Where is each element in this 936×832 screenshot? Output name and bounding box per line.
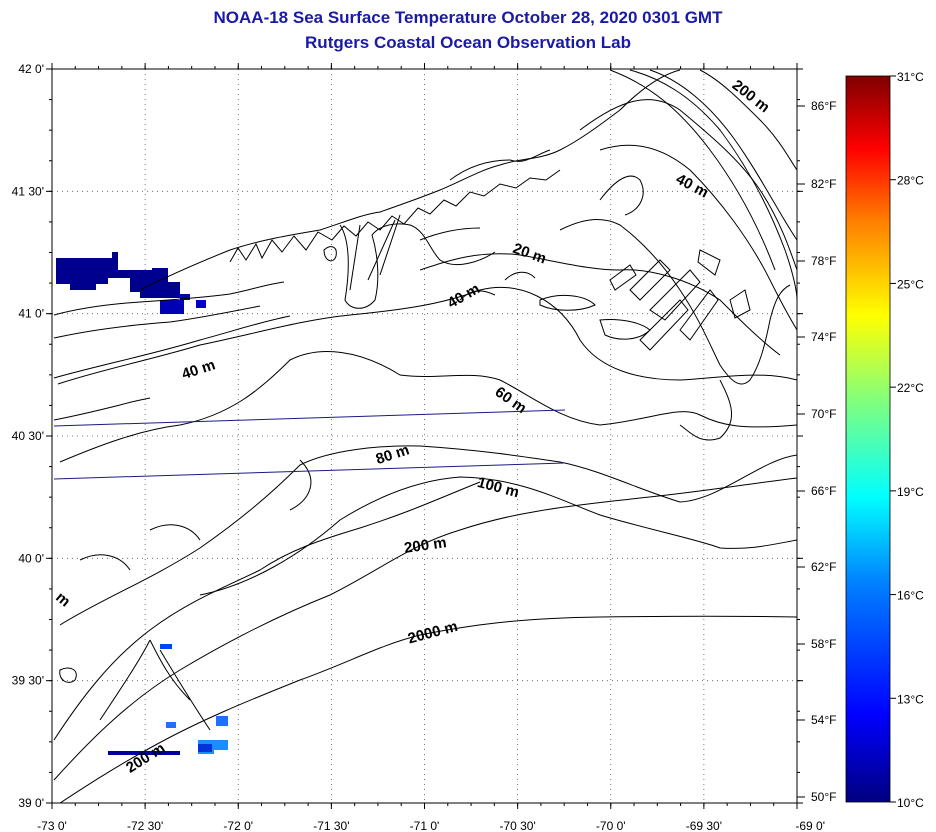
colorbar-celsius-label: 16°C (897, 589, 924, 603)
contour-label: 2000 m (406, 618, 460, 648)
fahrenheit-label: 78°F (811, 254, 836, 268)
nj-coast (53, 397, 151, 421)
contour-extra-ne2 (649, 69, 797, 241)
shelf-wiggles-south (79, 459, 312, 571)
fahrenheit-label: 58°F (811, 637, 836, 651)
colorbar-celsius-label: 25°C (897, 277, 924, 291)
contour-200m (53, 477, 797, 781)
lat-tick-label: 41 0' (18, 307, 44, 321)
coastline-ct-detail (229, 169, 561, 263)
lon-tick-label: -73 0' (37, 819, 67, 832)
contour-label: 100 m (475, 474, 520, 501)
fahrenheit-label: 82°F (811, 177, 836, 191)
block-island (323, 246, 337, 262)
sst-patch-small (160, 300, 184, 314)
contour-extra-ne1 (609, 69, 776, 271)
islands-ne2 (609, 249, 751, 319)
scan-line-2 (53, 462, 566, 480)
contour-label: 80 m (374, 441, 412, 468)
colorbar-celsius-label: 19°C (897, 485, 924, 499)
contour-label: 200 m (403, 534, 447, 557)
sst-patch-longisland (56, 252, 180, 298)
axes: -73 0' -72 30' -72 0' -71 30' -71 0' -70 30' -… (12, 62, 837, 832)
lon-tick-label: -71 0' (410, 819, 440, 832)
sst-patch-offshore (198, 744, 212, 752)
longisland (53, 281, 285, 339)
contour-60m (59, 351, 797, 463)
map-title: NOAA-18 Sea Surface Temperature October … (213, 8, 723, 27)
longisland-south (53, 315, 291, 379)
lon-tick-label: -70 30' (499, 819, 535, 832)
coastline-ct (139, 69, 681, 291)
contour-label: 40 m (180, 356, 218, 383)
colorbar-celsius-label: 22°C (897, 381, 924, 395)
shoreline-wiggles (459, 271, 536, 301)
lat-tick-label: 40 30' (12, 429, 44, 443)
contour-100m (199, 476, 797, 596)
marthas-vineyard (539, 294, 596, 311)
colorbar-celsius-label: 28°C (897, 174, 924, 188)
lon-tick-label: -72 0' (223, 819, 253, 832)
sst-patch-small (180, 294, 190, 300)
contour-20m (419, 253, 781, 356)
lon-tick-label: -72 30' (127, 819, 163, 832)
coastline-ri (339, 223, 496, 309)
contour-label: 20 m (511, 240, 549, 268)
contour-200m-west (53, 481, 481, 741)
nantucket (599, 319, 651, 340)
lon-tick-label: -69 0' (795, 819, 825, 832)
sst-patch-offshore (216, 716, 228, 726)
fahrenheit-label: 50°F (811, 790, 836, 804)
fahrenheit-label: 70°F (811, 407, 836, 421)
map-subtitle: Rutgers Coastal Ocean Observation Lab (305, 33, 631, 52)
colorbar-celsius-label: 13°C (897, 692, 924, 706)
lon-tick-label: -71 30' (313, 819, 349, 832)
graticule (52, 69, 797, 803)
fahrenheit-label: 66°F (811, 484, 836, 498)
colorbar (845, 75, 891, 803)
narragansett (349, 214, 401, 291)
bathymetry-contours (53, 69, 797, 803)
sst-pixels (56, 252, 228, 755)
shelf-edge-ne (679, 379, 733, 441)
fahrenheit-label: 62°F (811, 560, 836, 574)
lat-tick-label: 42 0' (18, 62, 44, 76)
contour-label: 40 m (673, 170, 711, 201)
contour-2000m (59, 615, 797, 803)
contour-label: m (52, 589, 73, 611)
contour-label: 40 m (445, 280, 483, 312)
lat-tick-label: 40 0' (18, 551, 44, 565)
contour-label: 200 m (123, 740, 168, 777)
lon-tick-label: -69 30' (686, 819, 722, 832)
sst-patch-offshore (166, 722, 176, 728)
colorbar-celsius-label: 31°C (897, 70, 924, 84)
sst-patch-small (196, 300, 206, 308)
colorbar-celsius-label: 10°C (897, 796, 924, 810)
fahrenheit-label: 54°F (811, 713, 836, 727)
ne-rough (419, 149, 551, 241)
lat-tick-label: 41 30' (12, 184, 44, 198)
contour-40m-north (579, 99, 797, 271)
islands-ne1 (629, 259, 719, 351)
lat-tick-label: 39 0' (18, 796, 44, 810)
fahrenheit-label: 74°F (811, 330, 836, 344)
contour-80m (59, 445, 797, 626)
sst-patch-offshore (108, 751, 180, 755)
fahrenheit-label: 86°F (811, 99, 836, 113)
contour-extra-ne3 (699, 69, 797, 171)
seamounts (59, 667, 77, 683)
offshore-canyon (99, 639, 211, 731)
capecod (559, 219, 791, 385)
lon-tick-label: -70 0' (596, 819, 626, 832)
colorbar-labels: 31°C 28°C 25°C 22°C 19°C 16°C 13°C 10°C (890, 70, 924, 810)
scan-line-1 (53, 409, 566, 427)
contour-40m (57, 286, 797, 385)
lat-tick-label: 39 30' (12, 674, 44, 688)
capecod-hook (599, 175, 644, 216)
contour-200m-ne (629, 69, 797, 301)
sst-patch-offshore (160, 644, 172, 649)
contour-40m-ne (599, 144, 797, 331)
